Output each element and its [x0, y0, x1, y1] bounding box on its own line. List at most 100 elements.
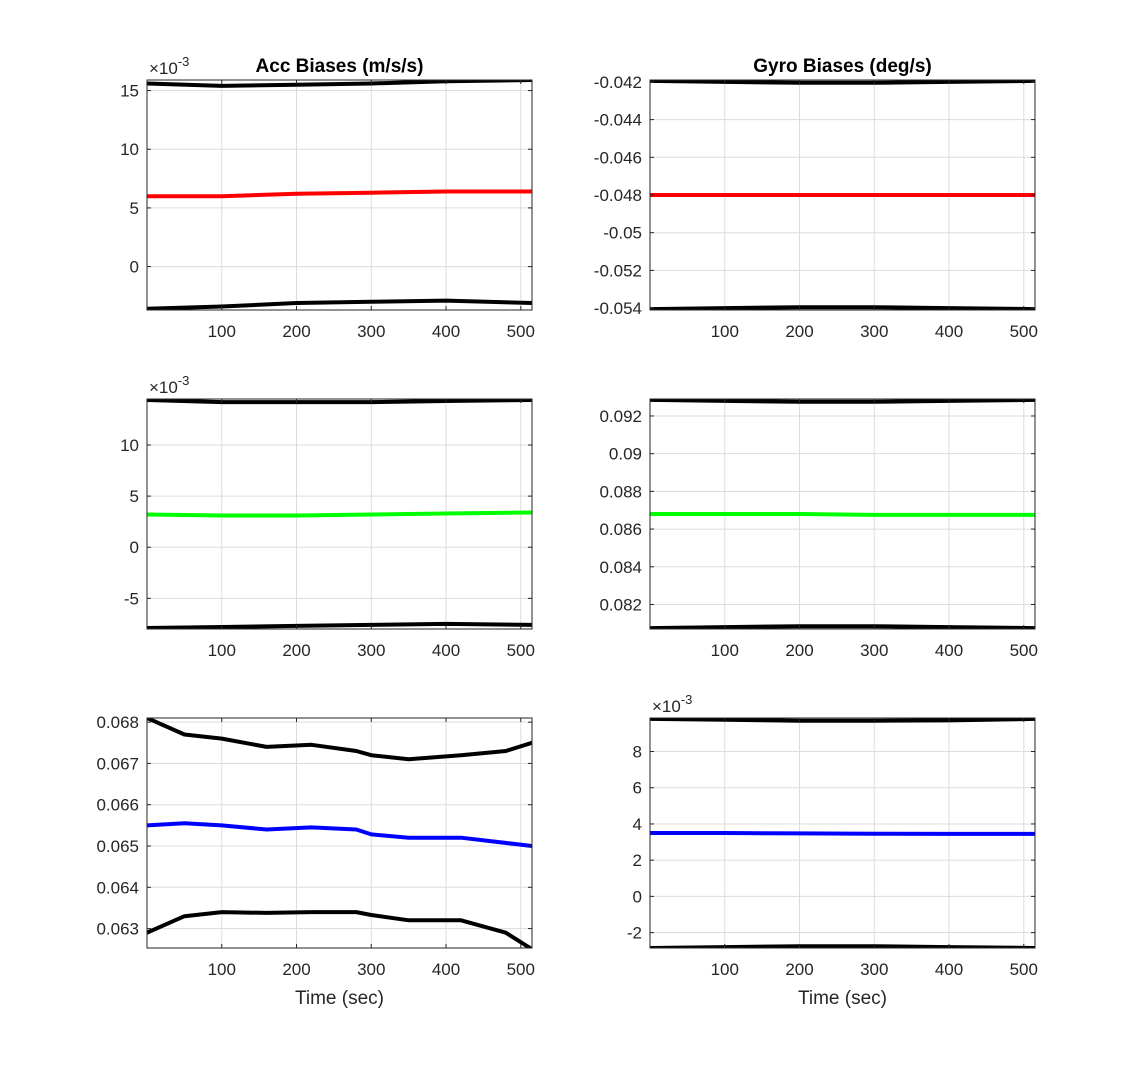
y-tick-label: 5: [130, 487, 139, 506]
bound-line-2: [147, 399, 532, 405]
x-tick-label: 300: [357, 322, 385, 341]
y-tick-label: 0.067: [96, 754, 139, 773]
x-tick-label: 100: [711, 322, 739, 341]
y-tick-label: 2: [633, 851, 642, 870]
bound-line-2: [650, 399, 1035, 404]
blue-estimate-line-1: [147, 821, 532, 848]
x-tick-label: 100: [711, 960, 739, 979]
y-tick-label: -0.048: [594, 186, 642, 205]
axes-frame: [649, 398, 1036, 630]
x-tick-label: 500: [507, 641, 535, 660]
y-tick-label: 0.086: [599, 520, 642, 539]
y-tick-label: 5: [130, 199, 139, 218]
red-estimate-line-1: [147, 189, 532, 199]
y-tick-label: 0: [633, 887, 642, 906]
y-tick-label: 0.092: [599, 407, 642, 426]
y-tick-label: 0.063: [96, 920, 139, 939]
x-tick-label: 200: [282, 641, 310, 660]
x-tick-label: 300: [357, 960, 385, 979]
y-tick-label: -0.054: [594, 299, 642, 318]
y-tick-label: 0.064: [96, 878, 139, 897]
y-tick-label: -2: [627, 924, 642, 943]
y-tick-label: 0.082: [599, 595, 642, 614]
x-tick-label: 300: [357, 641, 385, 660]
x-tick-label: 300: [860, 641, 888, 660]
x-tick-label: 200: [282, 960, 310, 979]
x-tick-label: 500: [507, 960, 535, 979]
x-tick-label: 500: [507, 322, 535, 341]
y-tick-label: 6: [633, 779, 642, 798]
x-tick-label: 100: [208, 322, 236, 341]
y-tick-label: 0.09: [609, 445, 642, 464]
y-tick-label: -0.052: [594, 261, 642, 280]
exponent-base: ×10: [149, 59, 178, 78]
x-tick-label: 400: [432, 960, 460, 979]
y-tick-label: 8: [633, 743, 642, 762]
green-estimate-line-1: [147, 510, 532, 518]
y-tick-label: 10: [120, 436, 139, 455]
y-tick-label: 0.088: [599, 482, 642, 501]
bound-line-3: [650, 944, 1035, 948]
exponent-power: -3: [681, 692, 693, 707]
subplot-1: 100 200 300 400 500 0 5 10 15 ×10-3 Acc Biases (m/…: [120, 54, 535, 341]
bound-line-3: [147, 621, 532, 629]
subplot-3: 100 200 300 400 500 -5 0 5 10 ×10-3: [120, 373, 535, 660]
y-tick-label: -0.042: [594, 73, 642, 92]
bound-line-3: [147, 910, 532, 948]
exponent-base: ×10: [149, 378, 178, 397]
bound-line-3: [650, 624, 1035, 629]
bound-line-3: [147, 298, 532, 310]
x-tick-label: 100: [208, 641, 236, 660]
exponent-power: -3: [178, 54, 190, 69]
subplot-4: 100 200 300 400 500 0.082 0.084 0.086 0.088 0.09 0…: [599, 398, 1038, 660]
y-tick-label: 0.068: [96, 713, 139, 732]
subplot-5: 100 200 300 400 500 0.063 0.064 0.065 0.066 0.067…: [96, 713, 535, 1009]
subplot-6: 100 200 300 400 500 -2 0 2 4 6 8 ×10-3 Time (sec): [627, 692, 1038, 1009]
y-tick-label: -0.05: [603, 224, 642, 243]
x-tick-label: 200: [785, 322, 813, 341]
axes-frame: [146, 398, 533, 630]
bound-line-3: [650, 305, 1035, 310]
blue-estimate-line-1: [650, 831, 1035, 836]
x-tick-label: 400: [432, 641, 460, 660]
y-tick-label: -5: [124, 589, 139, 608]
y-tick-label: 0.065: [96, 837, 139, 856]
x-tick-label: 200: [282, 322, 310, 341]
bound-line-2: [147, 718, 532, 762]
bound-line-2: [147, 80, 532, 88]
y-tick-label: 4: [633, 815, 642, 834]
bound-line-2: [650, 80, 1035, 85]
y-tick-label: 0.084: [599, 558, 642, 577]
y-exponent-label: ×10-3: [149, 54, 189, 78]
y-tick-label: 0: [130, 258, 139, 277]
x-axis-label: Time (sec): [798, 988, 887, 1009]
subplot-title: Acc Biases (m/s/s): [256, 56, 424, 77]
x-tick-label: 400: [935, 641, 963, 660]
subplot-2: 100 200 300 400 500 -0.054 -0.052 -0.05 -0.048 -0…: [594, 56, 1038, 341]
exponent-base: ×10: [652, 697, 681, 716]
y-tick-label: -0.046: [594, 148, 642, 167]
x-tick-label: 300: [860, 960, 888, 979]
y-tick-label: 0.066: [96, 796, 139, 815]
y-exponent-label: ×10-3: [652, 692, 692, 716]
exponent-power: -3: [178, 373, 190, 388]
x-tick-label: 100: [208, 960, 236, 979]
axes-frame: [146, 79, 533, 311]
x-tick-label: 200: [785, 641, 813, 660]
x-tick-label: 400: [935, 322, 963, 341]
x-tick-label: 200: [785, 960, 813, 979]
x-tick-label: 400: [935, 960, 963, 979]
green-estimate-line-1: [650, 512, 1035, 517]
subplot-title: Gyro Biases (deg/s): [753, 56, 931, 77]
x-tick-label: 400: [432, 322, 460, 341]
axes-frame: [649, 717, 1036, 949]
axes-frame: [146, 717, 533, 949]
y-tick-label: 15: [120, 82, 139, 101]
x-tick-label: 300: [860, 322, 888, 341]
bound-line-2: [650, 718, 1035, 723]
x-axis-label: Time (sec): [295, 988, 384, 1009]
y-exponent-label: ×10-3: [149, 373, 189, 397]
y-tick-label: 10: [120, 140, 139, 159]
y-tick-label: -0.044: [594, 111, 642, 130]
